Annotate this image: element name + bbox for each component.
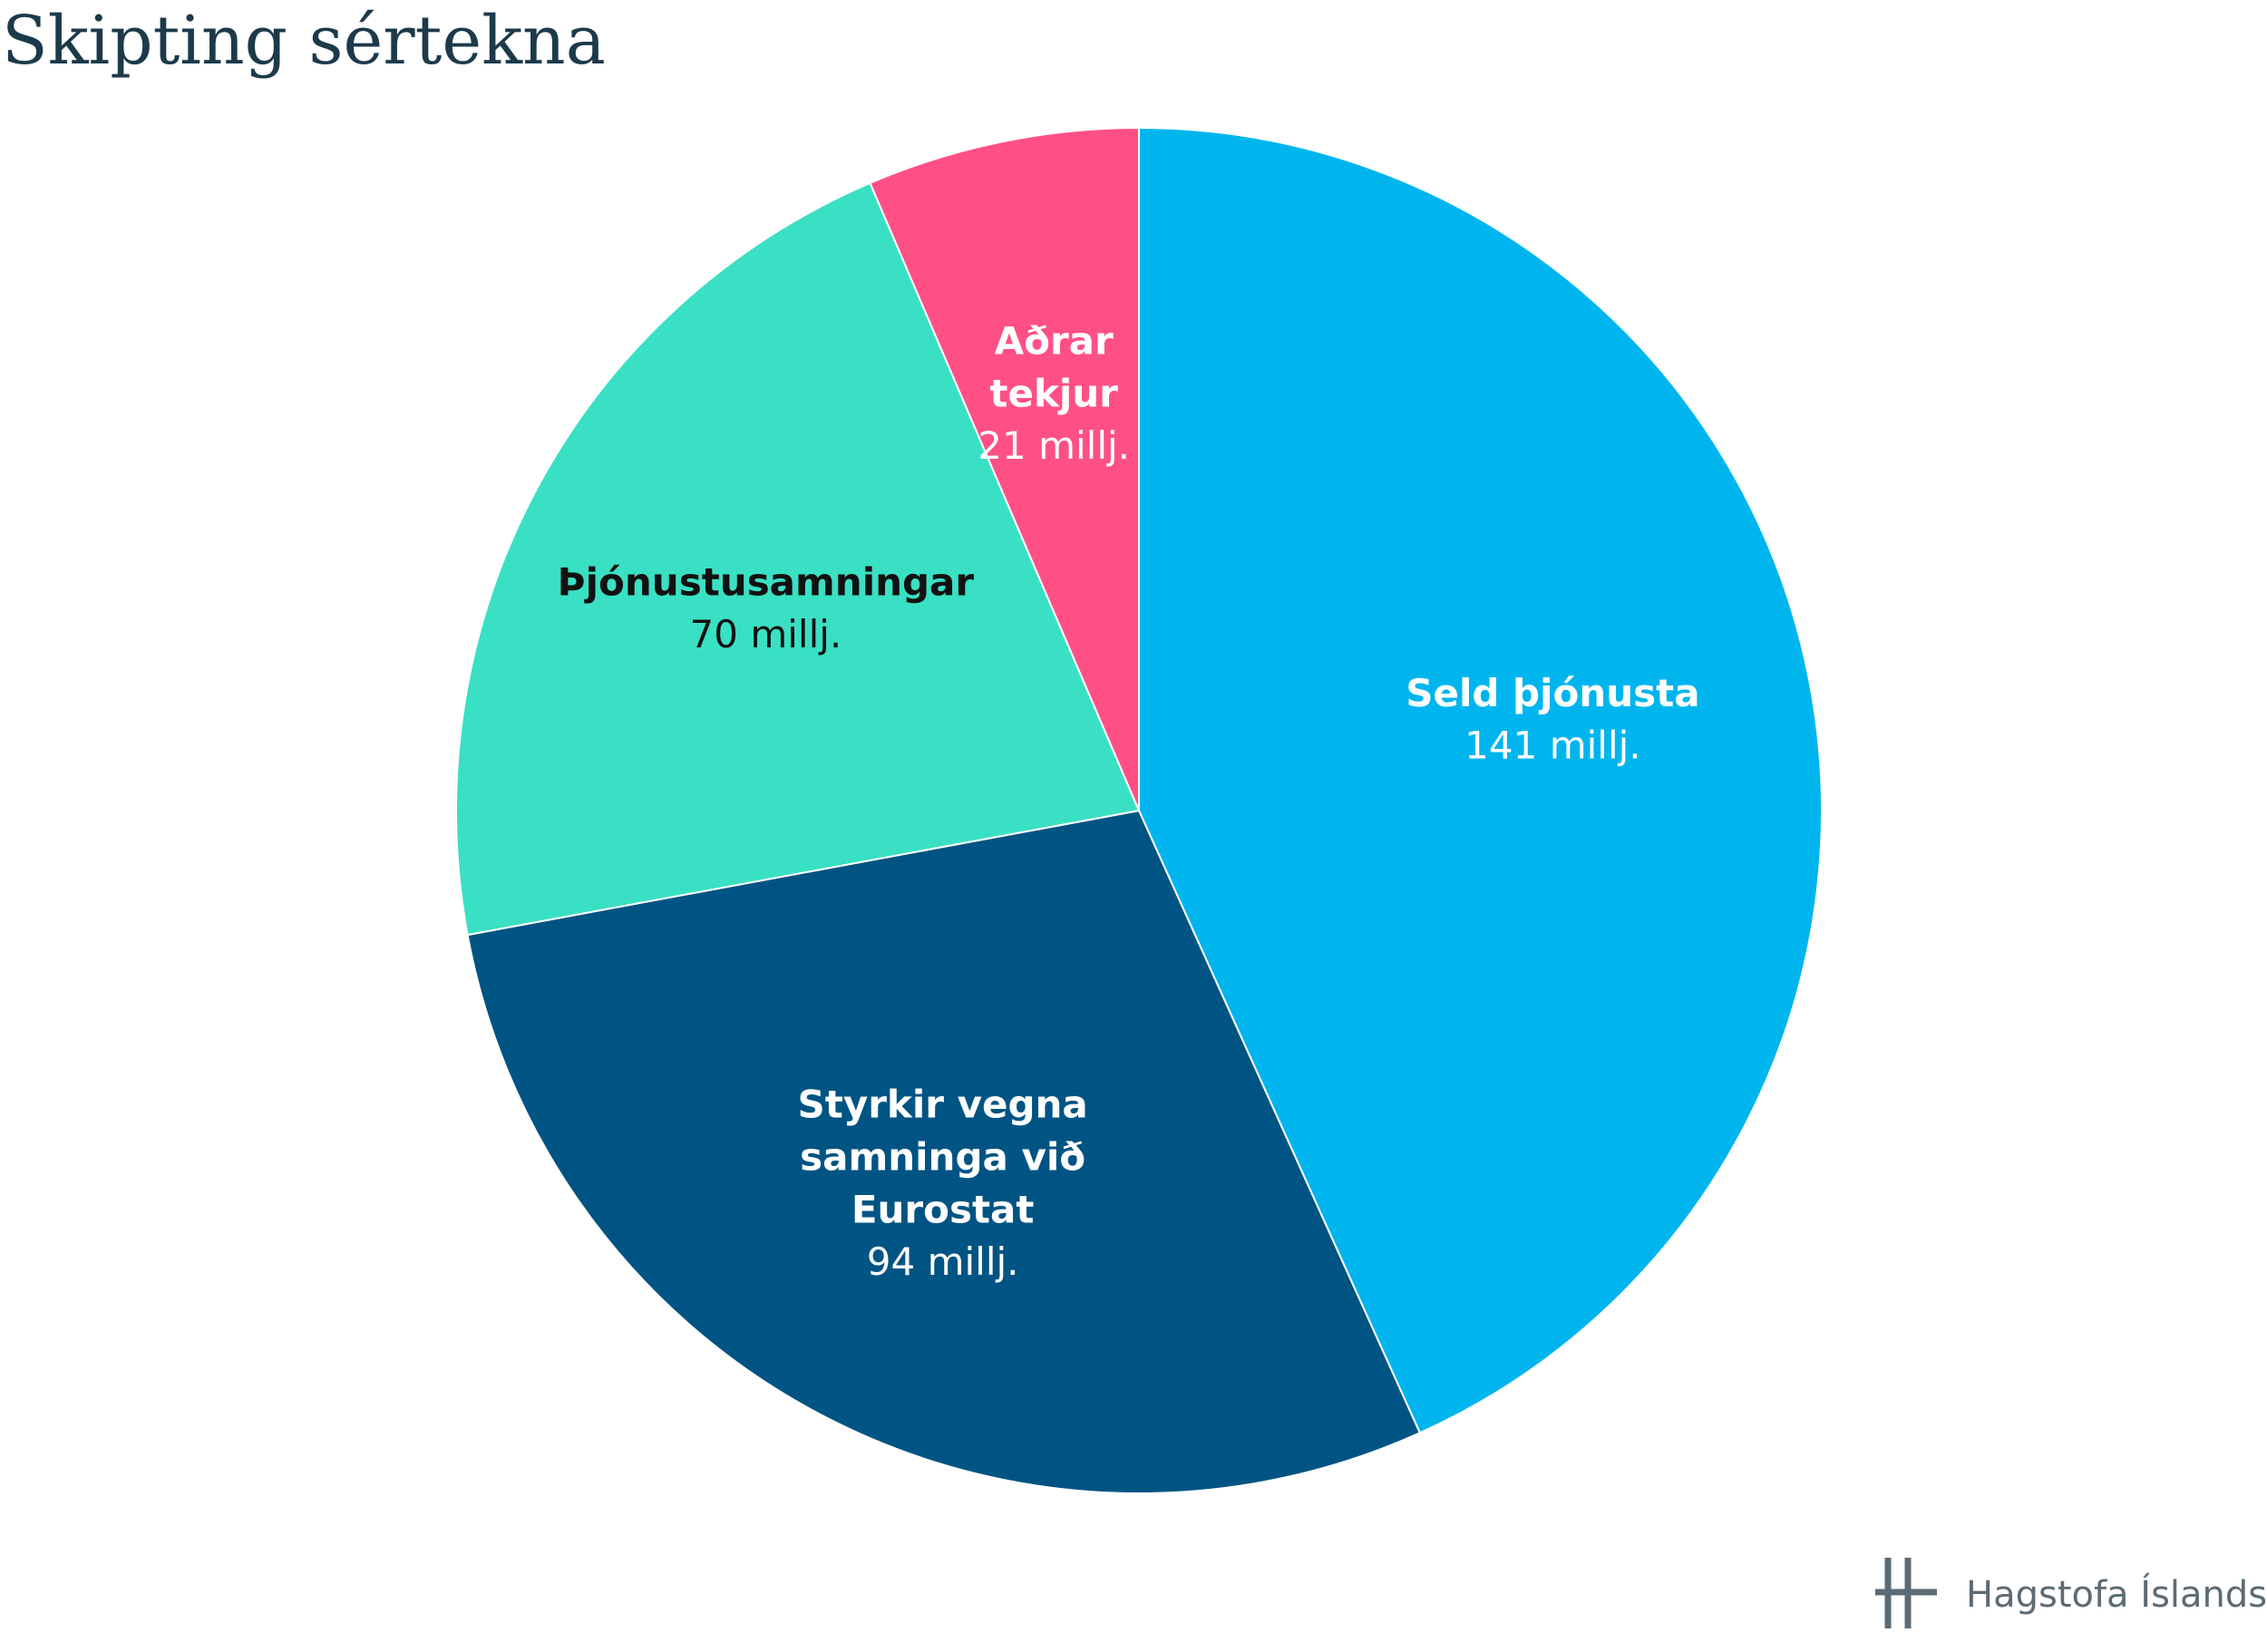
label-line: Styrkir vegna: [798, 1082, 1088, 1126]
logo-icon: [1875, 1558, 1937, 1628]
label-line: Aðrar: [995, 318, 1114, 363]
slice-value-label: 21 millj.: [978, 423, 1130, 468]
pie-slice: [869, 126, 1140, 811]
slice-label: Þjónustusamningar: [558, 559, 975, 604]
label-line: samninga við: [800, 1134, 1085, 1179]
source: Hagstofa Íslands: [1966, 1572, 2267, 1616]
label-line: Þjónustusamningar: [558, 559, 975, 604]
chart-title: Skipting sértekna: [2, 2, 606, 80]
label-line: Seld þjónusta: [1406, 670, 1699, 714]
pie-slice: [1138, 126, 1824, 1434]
label-line: tekjur: [989, 371, 1118, 415]
slice-label: Aðrar tekjur: [989, 318, 1118, 415]
slice-value-label: 70 millj.: [690, 612, 842, 656]
pie-slice: [466, 809, 1422, 1495]
pie-slice: [455, 181, 1141, 937]
label-line: Eurostat: [851, 1187, 1035, 1231]
slice-value-label: 141 millj.: [1464, 723, 1640, 767]
slice-label: Styrkir vegna samninga við Eurostat: [798, 1082, 1088, 1231]
slice-value-label: 94 millj.: [867, 1239, 1019, 1284]
slice-label: Seld þjónusta: [1406, 670, 1699, 714]
